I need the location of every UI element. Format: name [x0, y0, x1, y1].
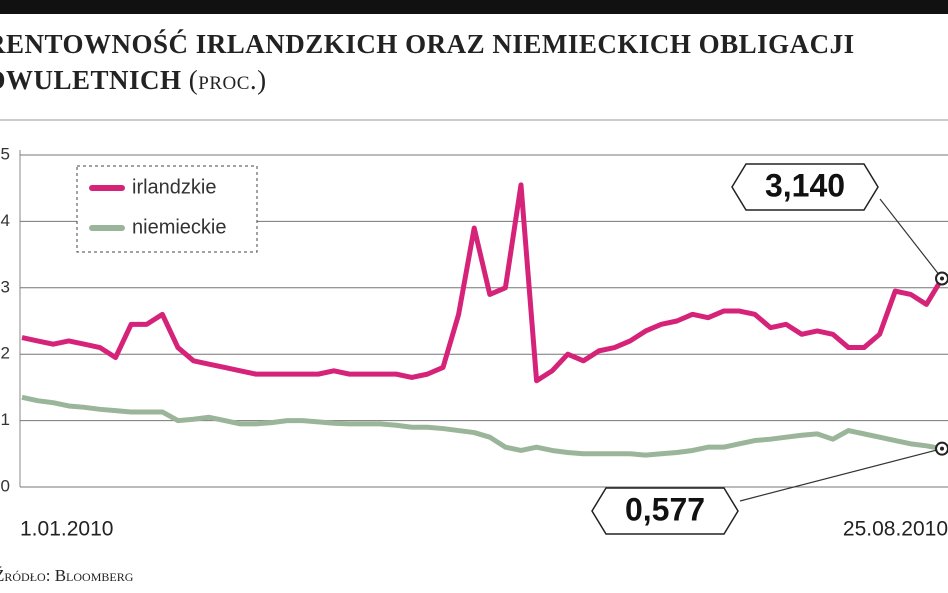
source: Źródło: Bloomberg: [0, 566, 134, 585]
y-tick-label: 3: [1, 277, 10, 296]
y-tick-label: 2: [1, 344, 10, 363]
end-marker-dot: [940, 276, 944, 281]
chart-subtitle: (proc.): [188, 65, 267, 95]
x-tick-label: 1.01.2010: [20, 518, 113, 541]
value-label-box: [731, 163, 879, 211]
x-tick-label: 25.08.2010: [843, 518, 948, 541]
value-label-box: [591, 487, 739, 535]
y-tick-label: 5: [1, 144, 10, 163]
line: [21, 182, 945, 384]
y-tick-label: 0: [1, 476, 10, 495]
y-tick-label: 1: [1, 410, 10, 429]
value-label: 3,140: [765, 167, 845, 203]
chart-title: RENTOWNOŚĆ IRLANDZKICH ORAZ NIEMIECKICH …: [0, 29, 855, 95]
leader-line: [879, 198, 943, 279]
legend-label: irlandzkie: [132, 176, 216, 198]
end-marker-dot: [940, 446, 944, 451]
y-tick-label: 4: [1, 211, 10, 230]
chart-title-block: RENTOWNOŚĆ IRLANDZKICH ORAZ NIEMIECKICH …: [0, 26, 926, 98]
line: [21, 394, 943, 458]
value-label: 0,577: [625, 491, 705, 527]
legend-label: niemieckie: [132, 216, 226, 238]
legend-box: [76, 165, 258, 253]
leader-line: [739, 448, 943, 502]
top-bar: [0, 0, 948, 14]
